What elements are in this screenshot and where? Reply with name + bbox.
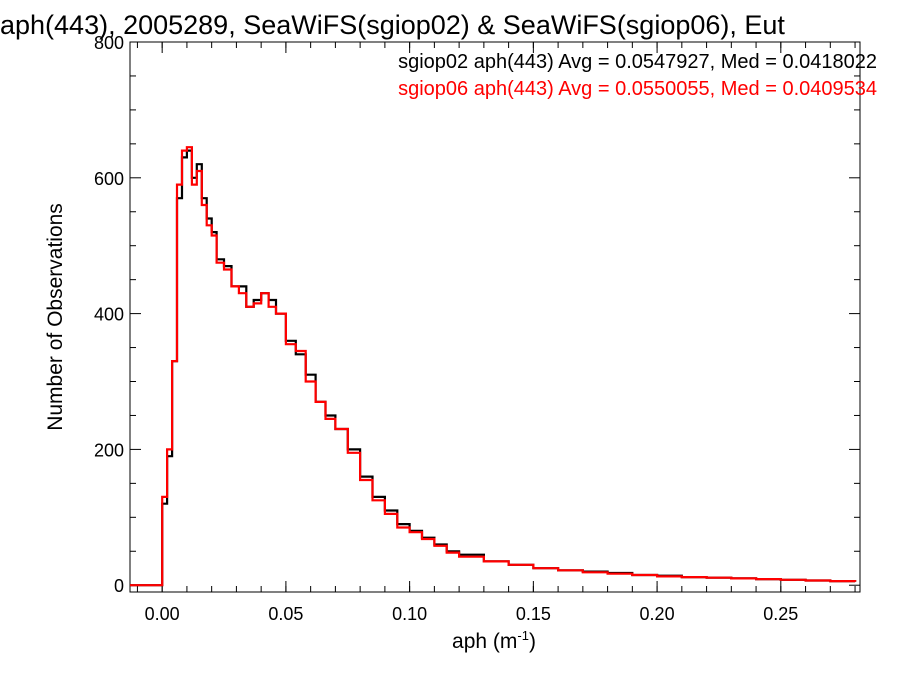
y-tick-label: 800 (94, 33, 124, 53)
y-tick-label: 600 (94, 169, 124, 189)
x-tick-label: 0.00 (145, 604, 180, 624)
x-tick-label: 0.25 (763, 604, 798, 624)
x-tick-label: 0.20 (640, 604, 675, 624)
y-axis-label: Number of Observations (44, 203, 67, 431)
plot-frame (129, 41, 861, 593)
legend-entry: sgiop06 aph(443) Avg = 0.0550055, Med = … (398, 78, 877, 100)
series-line-1 (130, 149, 857, 587)
histogram-series (130, 146, 857, 587)
x-tick-label: 0.10 (392, 604, 427, 624)
x-tick-label: 0.15 (516, 604, 551, 624)
x-axis-label: aph (m-1) (452, 628, 536, 653)
series-line-2 (130, 146, 857, 587)
axis-ticks: 0.00 0.05 0.10 0.15 0.20 0.25 0 200 400 600 800 (94, 33, 860, 624)
y-tick-label: 0 (114, 576, 124, 596)
legend: sgiop02 aph(443) Avg = 0.0547927, Med = … (398, 51, 877, 100)
x-tick-label: 0.05 (268, 604, 303, 624)
legend-entry: sgiop02 aph(443) Avg = 0.0547927, Med = … (398, 51, 877, 73)
chart-title: aph(443), 2005289, SeaWiFS(sgiop02) & Se… (0, 10, 785, 40)
y-tick-label: 200 (94, 440, 124, 460)
y-tick-label: 400 (94, 305, 124, 325)
